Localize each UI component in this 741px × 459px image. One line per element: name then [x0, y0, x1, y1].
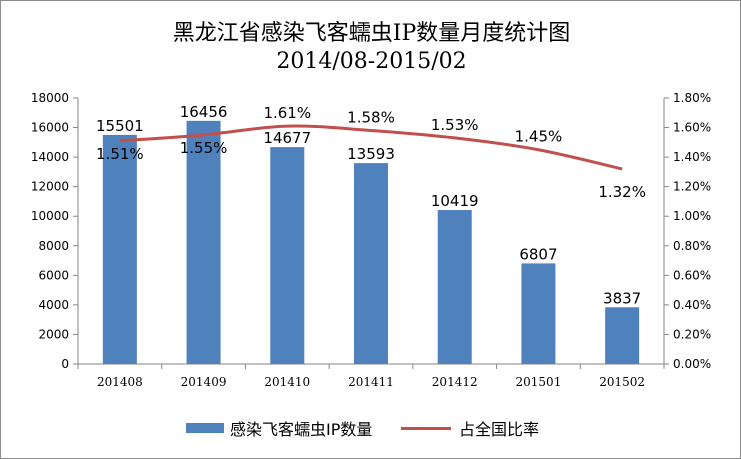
x-tick-label: 201408 [97, 375, 143, 389]
y-right-tick-label: 1.00% [673, 209, 711, 223]
y-left-tick-label: 8000 [38, 239, 69, 253]
y-right-tick-label: 0.80% [673, 239, 711, 253]
y-right-tick-label: 0.60% [673, 268, 711, 282]
bar-data-label: 6807 [519, 245, 557, 263]
bar-data-label: 15501 [96, 117, 144, 135]
bar [270, 147, 305, 364]
bar-data-label: 14677 [263, 129, 311, 147]
bar [605, 307, 640, 364]
bar [102, 134, 137, 364]
y-right-tick-label: 0.20% [673, 327, 711, 341]
series-line [119, 124, 623, 171]
bar [354, 163, 388, 364]
line-data-label: 1.55% [180, 139, 228, 157]
line-data-label: 1.61% [263, 104, 311, 122]
bar [186, 120, 221, 364]
y-right-tick-label: 0.40% [673, 298, 711, 312]
x-tick-label: 201412 [432, 375, 478, 389]
y-right-tick-label: 1.20% [673, 180, 711, 194]
y-left-tick-label: 6000 [38, 268, 69, 282]
y-right-tick-label: 0.00% [673, 357, 711, 371]
line-data-label: 1.58% [347, 109, 395, 127]
bar-data-label: 10419 [431, 192, 479, 210]
y-left-tick-label: 12000 [31, 180, 69, 194]
x-tick-label: 201411 [348, 375, 394, 389]
y-left-tick-label: 2000 [38, 327, 69, 341]
legend-bar-swatch [186, 423, 224, 433]
y-right-tick-label: 1.80% [673, 91, 711, 105]
legend-line-label: 占全国比率 [459, 420, 540, 439]
y-left-tick-label: 4000 [38, 298, 69, 312]
x-tick-label: 201502 [599, 375, 645, 389]
y-left-tick-label: 10000 [31, 209, 69, 223]
y-left-tick-label: 16000 [31, 121, 69, 135]
bar-data-label: 16456 [180, 103, 228, 121]
line-data-label: 1.32% [598, 183, 646, 201]
y-right-tick-label: 1.60% [673, 121, 711, 135]
legend-bar-label: 感染飞客蠕虫IP数量 [230, 420, 373, 439]
legend-item-bar: 感染飞客蠕虫IP数量 [186, 416, 372, 440]
line-data-label: 1.45% [515, 128, 563, 146]
line-data-label: 1.51% [96, 145, 144, 163]
chart-subtitle: 2014/08-2015/02 [276, 49, 467, 74]
legend-item-line: 占全国比率 [401, 416, 539, 440]
x-tick-label: 201409 [181, 375, 227, 389]
x-tick-label: 201410 [264, 375, 310, 389]
x-tick-label: 201501 [516, 375, 562, 389]
chart-title: 黑龙江省感染飞客蠕虫IP数量月度统计图 [172, 21, 571, 46]
y-left-tick-label: 14000 [31, 150, 69, 164]
bar [521, 263, 556, 364]
bar [437, 210, 472, 364]
legend-line-swatch [401, 426, 451, 430]
y-left-tick-label: 18000 [31, 91, 69, 105]
line-data-label: 1.53% [431, 116, 479, 134]
y-right-tick-label: 1.40% [673, 150, 711, 164]
y-left-tick-label: 0 [61, 357, 69, 371]
bar-data-label: 3837 [603, 289, 641, 307]
bar-data-label: 13593 [347, 145, 395, 163]
